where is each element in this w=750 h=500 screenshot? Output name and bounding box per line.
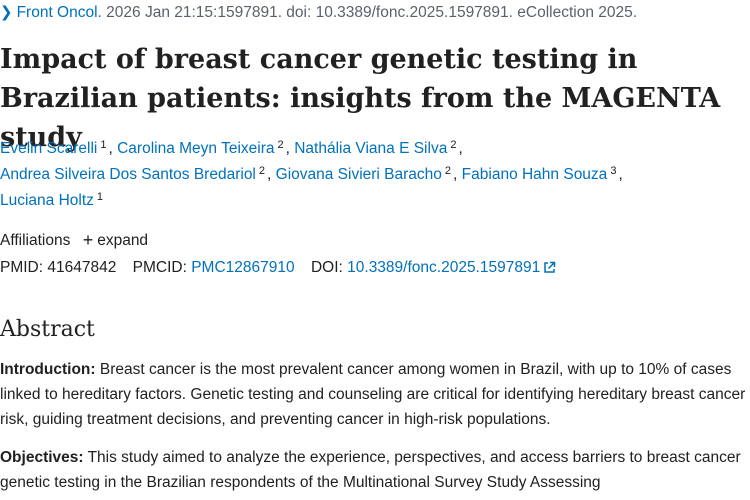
abstract-objectives: Objectives: This study aimed to analyze … (0, 445, 748, 495)
plus-icon: + (82, 230, 94, 250)
doi-value: 10.3389/fonc.2025.1597891 (347, 259, 541, 276)
affiliation-number[interactable]: 2 (277, 139, 284, 151)
author-link[interactable]: Evelin Scarelli (0, 140, 98, 157)
citation-details: 2026 Jan 21:15:1597891. doi: 10.3389/fon… (101, 4, 638, 21)
author-link[interactable]: Fabiano Hahn Souza (461, 166, 608, 183)
objectives-label: Objectives: (0, 449, 84, 466)
author-link[interactable]: Andrea Silveira Dos Santos Bredariol (0, 166, 256, 183)
author-link[interactable]: Carolina Meyn Teixeira (117, 140, 275, 157)
author-list: Evelin Scarelli 1, Carolina Meyn Teixeira… (0, 139, 623, 210)
expand-label: expand (97, 232, 149, 249)
pmid-value: 41647842 (47, 259, 117, 276)
affiliations-label: Affiliations (0, 232, 71, 249)
affiliation-number[interactable]: 1 (100, 139, 107, 151)
citation-line: ❯ Front Oncol. 2026 Jan 21:15:1597891. do… (0, 2, 637, 24)
affiliations-row: Affiliations + expand (0, 229, 148, 252)
chevron-right-icon[interactable]: ❯ (0, 4, 13, 21)
identifiers-row: PMID: 41647842 PMCID: PMC12867910 DOI: 1… (0, 257, 556, 279)
journal-link[interactable]: Front Oncol. (16, 4, 102, 21)
pmid-label: PMID: (0, 259, 44, 276)
affiliation-number[interactable]: 2 (258, 165, 266, 177)
objectives-text: This study aimed to analyze the experien… (0, 449, 741, 491)
affiliation-number[interactable]: 3 (610, 165, 617, 177)
affiliation-number[interactable]: 2 (450, 139, 457, 151)
pmcid-link[interactable]: PMC12867910 (191, 259, 295, 276)
author-link[interactable]: Giovana Sivieri Baracho (275, 166, 442, 183)
doi-label: DOI: (310, 259, 343, 276)
article-title: Impact of breast cancer genetic testing … (0, 44, 721, 153)
author-link[interactable]: Nathália Viana E Silva (294, 140, 448, 157)
affiliation-number[interactable]: 2 (444, 165, 452, 177)
author-link[interactable]: Luciana Holtz (0, 192, 94, 209)
external-link-icon (544, 261, 556, 273)
doi-link[interactable]: 10.3389/fonc.2025.1597891 (347, 259, 556, 276)
affiliation-number[interactable]: 1 (96, 191, 104, 203)
introduction-label: Introduction: (0, 361, 96, 378)
abstract-introduction: Introduction: Breast cancer is the most … (0, 357, 748, 432)
introduction-text: Breast cancer is the most prevalent canc… (0, 361, 746, 428)
abstract-heading: Abstract (0, 317, 95, 342)
affiliations-expand-button[interactable]: + expand (82, 230, 149, 250)
pmcid-label: PMCID: (132, 259, 187, 276)
